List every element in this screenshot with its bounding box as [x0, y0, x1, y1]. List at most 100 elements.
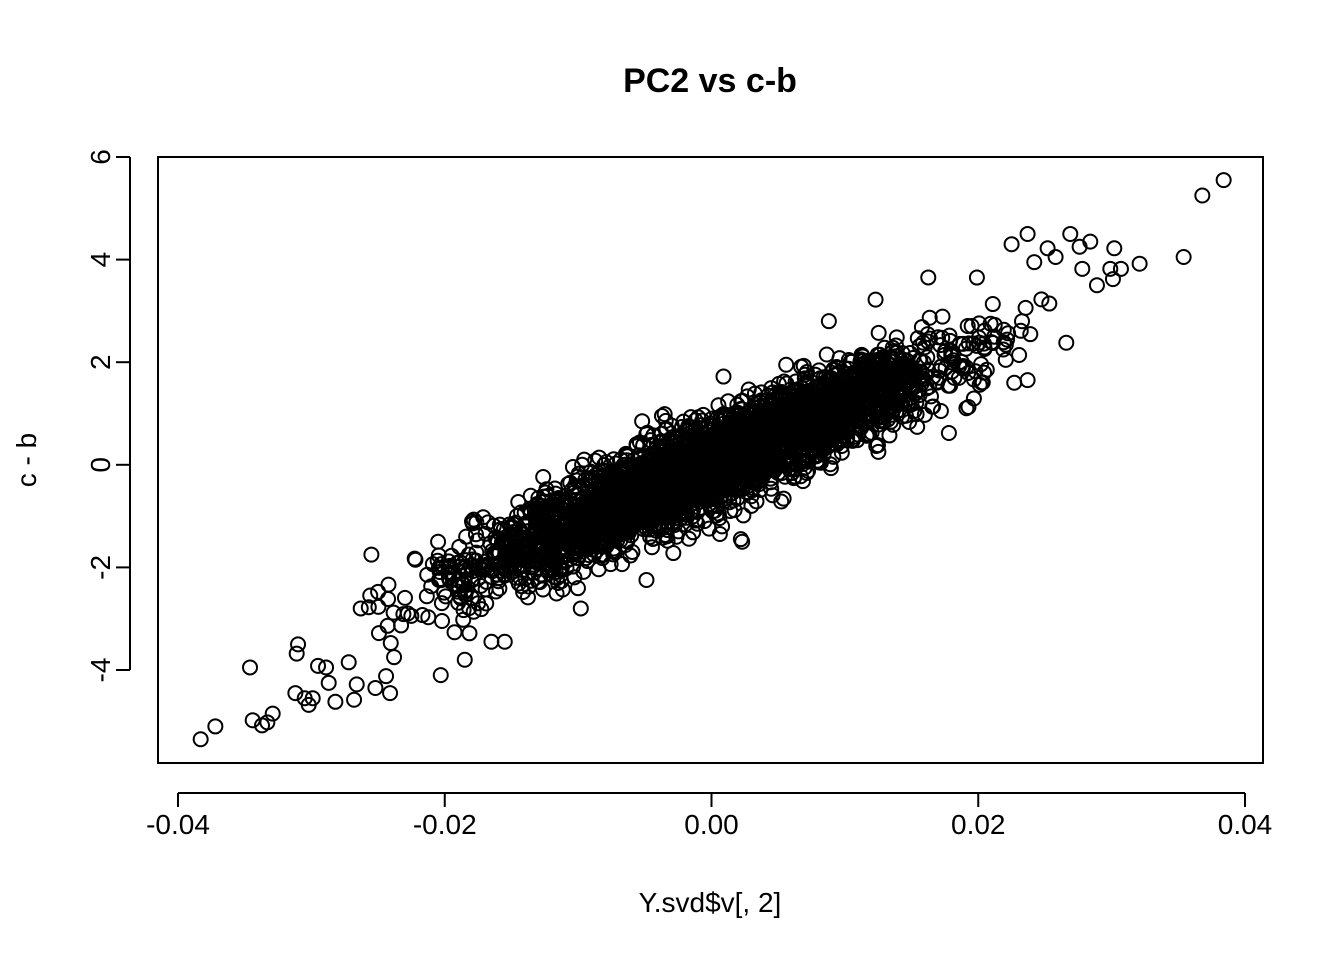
data-point: [1047, 249, 1064, 266]
data-point: [483, 633, 500, 650]
data-point: [772, 403, 789, 420]
data-point: [362, 587, 379, 604]
data-point: [715, 368, 732, 385]
data-point: [605, 506, 622, 522]
data-point: [920, 333, 937, 350]
data-point: [516, 538, 533, 555]
data-point: [940, 424, 957, 441]
data-point: [880, 403, 897, 420]
data-point: [535, 488, 552, 505]
data-point: [658, 493, 675, 510]
data-point: [983, 334, 1000, 351]
data-point: [921, 309, 938, 326]
data-point: [1104, 271, 1121, 288]
data-point: [911, 337, 928, 354]
data-point: [1017, 299, 1034, 316]
data-point: [465, 511, 482, 528]
data-point: [192, 731, 209, 748]
data-point: [940, 377, 957, 394]
data-point: [715, 420, 732, 437]
data-point: [595, 463, 612, 480]
data-point: [973, 356, 990, 373]
data-point: [971, 376, 988, 393]
data-point: [1194, 187, 1211, 204]
data-point: [997, 351, 1014, 368]
data-point: [429, 552, 446, 569]
data-point: [617, 445, 634, 462]
data-point: [623, 519, 640, 536]
data-point: [380, 576, 397, 593]
data-point: [867, 291, 884, 308]
data-point: [764, 418, 781, 435]
data-point: [320, 674, 337, 691]
data-point: [932, 402, 949, 419]
data-point: [1112, 260, 1129, 277]
data-point: [552, 525, 569, 542]
data-point: [554, 581, 571, 598]
data-point: [908, 394, 925, 411]
data-point: [379, 617, 396, 634]
data-point: [587, 467, 604, 484]
data-point: [574, 456, 591, 473]
data-point: [670, 484, 687, 501]
data-point: [596, 478, 613, 495]
data-point: [593, 507, 610, 524]
x-axis-label: Y.svd$v[, 2]: [639, 887, 782, 918]
data-point: [1033, 291, 1050, 308]
data-point: [1019, 372, 1036, 389]
data-point: [535, 469, 552, 486]
data-point: [446, 624, 463, 641]
y-tick-label: -2: [85, 555, 116, 580]
data-point: [982, 315, 999, 332]
data-point: [418, 588, 435, 605]
data-point: [1088, 277, 1105, 294]
data-point: [1039, 240, 1056, 257]
data-point: [620, 516, 637, 533]
data-point: [327, 693, 344, 710]
data-point: [686, 448, 702, 465]
data-point: [449, 554, 466, 571]
data-point: [385, 604, 402, 621]
data-point: [437, 588, 454, 605]
data-point: [778, 356, 795, 373]
data-point: [881, 353, 898, 370]
data-point: [288, 645, 305, 662]
data-point: [714, 518, 731, 535]
data-point: [844, 431, 861, 448]
data-point: [742, 430, 759, 447]
data-point: [455, 602, 472, 619]
data-point: [638, 466, 655, 483]
data-point: [691, 420, 708, 437]
data-point: [403, 607, 420, 624]
data-point: [965, 390, 982, 407]
data-point: [1131, 255, 1148, 272]
data-point: [816, 406, 833, 423]
data-point: [458, 552, 475, 569]
data-point: [685, 458, 702, 475]
data-point: [829, 372, 846, 389]
data-point: [440, 553, 457, 570]
chart-title: PC2 vs c-b: [623, 62, 797, 100]
data-point: [758, 391, 775, 408]
data-point: [870, 437, 886, 454]
data-point: [690, 409, 707, 426]
data-point: [944, 348, 961, 365]
x-tick-label: -0.02: [413, 809, 477, 840]
data-point: [643, 539, 660, 556]
data-point: [800, 394, 817, 411]
data-point: [1215, 172, 1232, 189]
data-point: [794, 412, 811, 429]
data-point: [857, 399, 874, 416]
data-point: [675, 413, 692, 430]
data-point: [909, 418, 926, 435]
data-point: [442, 573, 459, 590]
data-point: [1006, 374, 1023, 391]
data-point: [676, 446, 693, 463]
y-tick-label: 4: [85, 252, 116, 268]
data-point: [386, 649, 403, 666]
data-point: [363, 546, 380, 563]
data-point: [1022, 326, 1039, 343]
data-point: [650, 519, 667, 536]
data-point: [1106, 240, 1123, 257]
data-point: [615, 465, 632, 482]
